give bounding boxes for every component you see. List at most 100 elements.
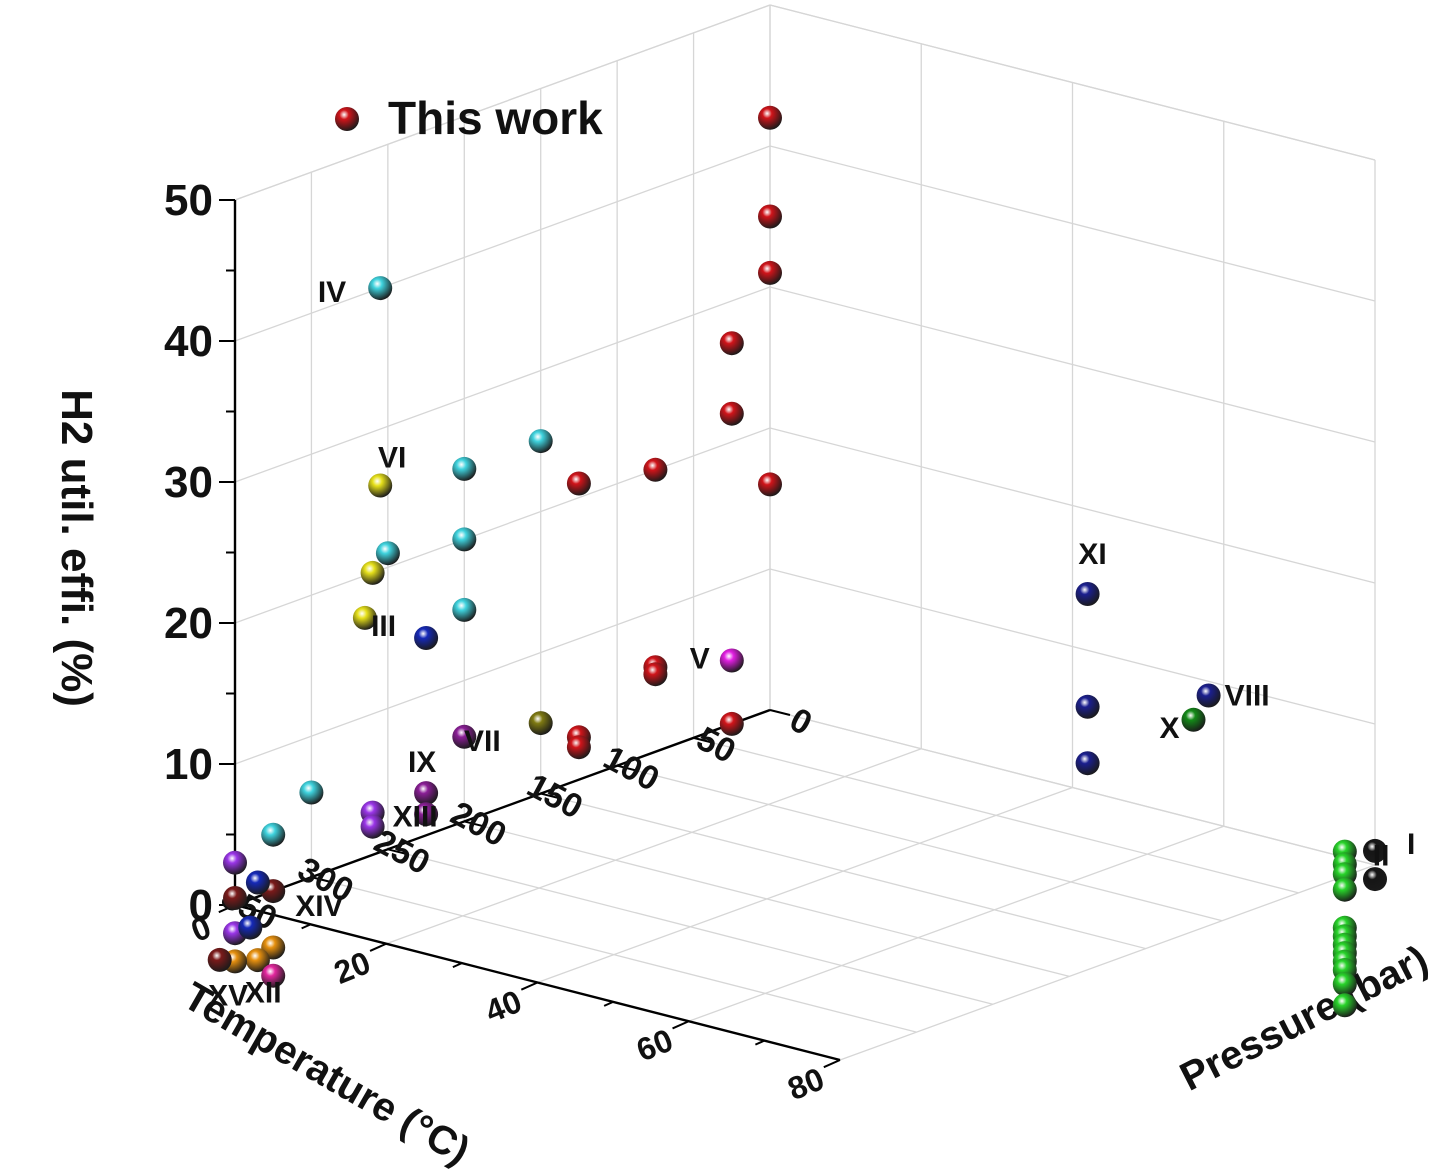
grid-line-floor-p xyxy=(386,748,922,945)
series-vii xyxy=(528,711,553,736)
data-point xyxy=(528,711,553,736)
data-point xyxy=(261,822,286,847)
y-tick xyxy=(754,1039,765,1046)
series-vi xyxy=(352,473,393,630)
y-tick xyxy=(452,962,463,969)
grid-line-wall-h-p xyxy=(769,709,1376,866)
data-point xyxy=(452,456,477,481)
annotation-xv: XV xyxy=(208,980,248,1013)
grid-line-floor-p xyxy=(688,825,1224,1022)
annotation-xii: XII xyxy=(245,977,282,1010)
data-point xyxy=(1075,694,1100,719)
series-this-work xyxy=(566,105,782,760)
y-tick-label: 80 xyxy=(783,1060,829,1107)
z-axis-title: H2 util. effi. (%) xyxy=(52,389,101,707)
legend: This work xyxy=(335,92,603,144)
data-point xyxy=(375,541,400,566)
z-tick-label: 50 xyxy=(164,176,213,225)
data-point xyxy=(1181,707,1206,732)
annotation-xiv: XIV xyxy=(295,890,343,923)
y-tick xyxy=(369,942,387,952)
annotation-v: V xyxy=(690,643,710,676)
series-x xyxy=(1181,707,1206,732)
z-tick-label: 10 xyxy=(164,740,213,789)
annotation-viii: VIII xyxy=(1225,680,1270,713)
grid-line-wall-h-p xyxy=(769,427,1376,584)
series-iii xyxy=(414,626,439,650)
z-tick-label: 20 xyxy=(164,599,213,648)
annotation-iv: IV xyxy=(318,276,346,309)
box-edge xyxy=(234,4,771,201)
data-point xyxy=(207,947,232,972)
grid-line-floor-p xyxy=(839,864,1376,1061)
data-point xyxy=(238,915,263,940)
data-point xyxy=(261,963,286,988)
data-point xyxy=(1196,683,1221,708)
data-point xyxy=(299,780,324,805)
series-ii xyxy=(1332,839,1357,1018)
data-point xyxy=(1075,751,1100,776)
data-point xyxy=(719,401,744,426)
data-point xyxy=(758,472,782,497)
annotation-x: X xyxy=(1159,712,1179,745)
data-points xyxy=(207,105,1387,1018)
data-point xyxy=(1332,993,1357,1018)
data-point xyxy=(414,781,439,806)
data-point xyxy=(360,814,385,839)
z-tick-label: 0 xyxy=(189,881,213,930)
data-point xyxy=(452,527,477,552)
data-point xyxy=(414,626,439,650)
x-tick xyxy=(387,848,409,856)
data-point xyxy=(360,560,385,585)
series-ix xyxy=(414,724,477,827)
grid-line-wall-h-t xyxy=(234,568,771,765)
data-point xyxy=(452,724,477,749)
annotation-i: I xyxy=(1407,828,1415,861)
x-tick-label: 100 xyxy=(597,739,665,799)
x-tick-label: 0 xyxy=(784,701,819,743)
y-tick-label: 40 xyxy=(480,983,526,1030)
data-point xyxy=(566,471,591,496)
series-i xyxy=(1363,838,1387,892)
x-tick xyxy=(464,820,485,828)
annotation-ix: IX xyxy=(408,746,436,779)
legend-label: This work xyxy=(388,92,603,144)
z-tick-label: 40 xyxy=(164,317,213,366)
series-xi xyxy=(1075,582,1100,776)
data-point xyxy=(223,850,247,875)
data-point xyxy=(245,870,270,895)
box-edge xyxy=(769,4,1376,161)
y-tick xyxy=(301,923,312,930)
data-point xyxy=(368,473,393,498)
x-tick xyxy=(540,792,561,800)
annotation-xiii: XIII xyxy=(393,801,438,834)
data-point xyxy=(719,648,744,673)
x-tick xyxy=(693,736,714,744)
series-iv xyxy=(261,276,553,847)
data-point xyxy=(1363,838,1387,863)
y-axis-title: Pressure (bar) xyxy=(1173,937,1435,1099)
data-point xyxy=(352,605,377,630)
x-tick xyxy=(616,764,638,772)
series-unlabeled xyxy=(238,870,270,940)
x-tick xyxy=(769,709,791,716)
data-point xyxy=(719,711,744,736)
data-point xyxy=(245,948,270,973)
axes xyxy=(218,199,841,1069)
data-point xyxy=(566,735,591,760)
data-point xyxy=(452,597,477,622)
x-tick-label: 150 xyxy=(521,766,589,826)
x-axis-line xyxy=(234,708,771,907)
y-tick-label: 20 xyxy=(329,944,375,991)
y-tick xyxy=(823,1059,841,1069)
series-v xyxy=(719,648,744,673)
axis-labels: Temperature (°C) Pressure (bar)H2 util. e… xyxy=(52,389,1435,1173)
series-xv xyxy=(261,963,286,988)
grid-line-floor-p xyxy=(537,786,1073,984)
annotation-vii: VII xyxy=(464,725,501,758)
y-tick-label: 60 xyxy=(631,1022,677,1069)
grid-line-wall-h-p xyxy=(769,568,1376,725)
data-point xyxy=(719,331,744,356)
data-point xyxy=(414,802,439,827)
